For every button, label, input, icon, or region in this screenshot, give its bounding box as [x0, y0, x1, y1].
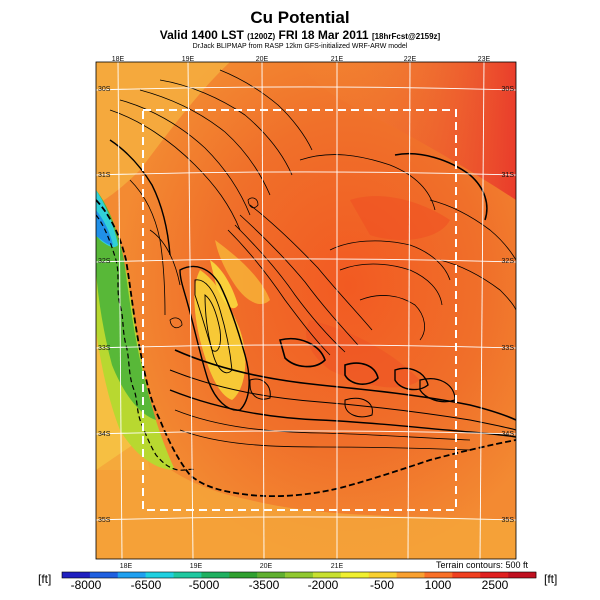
colorbar-swatch: [285, 572, 314, 578]
lat-labels-left: 30S 31S 32S 33S 34S 35S: [98, 86, 111, 524]
colorbar-swatch: [368, 572, 397, 578]
valid-date: FRI 18 Mar 2011: [278, 28, 369, 42]
lon-label-bottom: 19E: [190, 563, 203, 570]
colorbar-swatch: [424, 572, 453, 578]
legend-unit-left: [ft]: [38, 572, 51, 586]
colorbar-swatch: [396, 572, 425, 578]
lon-label-top: 23E: [478, 56, 491, 63]
lon-label-bottom: 18E: [120, 563, 133, 570]
colorbar-swatch: [312, 572, 342, 578]
colorbar-swatch: [62, 572, 91, 578]
lat-label-left: 31S: [98, 172, 111, 179]
plot-frame: [95, 61, 517, 560]
lat-label-right: 35S: [502, 517, 515, 524]
model-credit: DrJack BLIPMAP from RASP 12km GFS-initia…: [192, 43, 408, 50]
lat-labels-right: 30S 31S 32S 33S 34S 35S: [502, 86, 515, 524]
legend-unit-right: [ft]: [544, 572, 557, 586]
lon-label-top: 20E: [256, 56, 269, 63]
colorbar: [61, 571, 537, 579]
lon-labels-bottom: 18E 19E 20E 21E: [120, 563, 344, 570]
lon-label-top: 22E: [404, 56, 417, 63]
colorbar-swatch: [145, 572, 174, 578]
colorbar-frame: [61, 571, 537, 579]
lon-labels-top: 18E 19E 20E 21E 22E 23E: [112, 56, 491, 63]
cu-potential-field: [96, 62, 516, 559]
legend-tick-label: 2500: [482, 578, 509, 592]
forecast-info: [18hrFcst@2159z]: [371, 32, 441, 41]
lat-label-left: 30S: [98, 86, 111, 93]
lat-lon-grid: [96, 62, 516, 559]
terrain-contour-note: Terrain contours: 500 ft: [436, 560, 529, 570]
colorbar-swatch: [201, 572, 230, 578]
lon-label-bottom: 20E: [260, 563, 273, 570]
legend-tick-label: 1000: [425, 578, 452, 592]
lat-label-left: 32S: [98, 258, 111, 265]
lon-label-top: 19E: [182, 56, 195, 63]
colorbar-swatch: [173, 572, 202, 578]
lat-label-left: 33S: [98, 345, 111, 352]
colorbar-swatch: [229, 572, 258, 578]
legend-tick-label: -3500: [249, 578, 280, 592]
colorbar-swatch: [480, 572, 509, 578]
colorbar-swatch: [340, 572, 369, 578]
map-subtitle: Valid 1400 LST (1200Z) FRI 18 Mar 2011 […: [0, 28, 600, 42]
legend-tick-label: -8000: [71, 578, 102, 592]
colorbar-swatch: [117, 572, 146, 578]
lat-label-right: 34S: [502, 431, 515, 438]
model-domain-boundary: [142, 109, 457, 511]
legend-tick-label: -5000: [189, 578, 220, 592]
colorbar-swatch: [89, 572, 119, 578]
legend-tick-label: -500: [370, 578, 394, 592]
lat-label-right: 31S: [502, 172, 515, 179]
lon-label-top: 21E: [331, 56, 344, 63]
legend-tick-label: -2000: [308, 578, 339, 592]
valid-time: Valid 1400 LST: [159, 28, 244, 42]
colorbar-swatch: [508, 572, 537, 578]
utc-time: (1200Z): [247, 32, 276, 41]
lat-label-left: 35S: [98, 517, 111, 524]
colorbar-swatch: [257, 572, 286, 578]
lon-label-bottom: 21E: [331, 563, 344, 570]
legend-tick-labels: -8000 -6500 -5000 -3500 -2000 -500 1000 …: [71, 578, 509, 592]
legend-tick-label: -6500: [131, 578, 162, 592]
lat-label-right: 33S: [502, 345, 515, 352]
lat-label-right: 32S: [502, 258, 515, 265]
lon-label-top: 18E: [112, 56, 125, 63]
lat-label-left: 34S: [98, 431, 111, 438]
lat-label-right: 30S: [502, 86, 515, 93]
colorbar-swatch: [452, 572, 481, 578]
map-title: Cu Potential: [250, 8, 350, 27]
